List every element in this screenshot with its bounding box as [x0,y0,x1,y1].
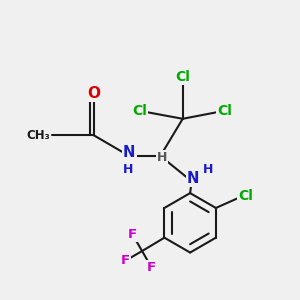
Text: F: F [128,228,137,241]
Text: F: F [147,261,156,274]
Text: Cl: Cl [238,189,253,203]
Text: H: H [157,151,167,164]
Text: Cl: Cl [175,70,190,84]
Text: N: N [123,146,135,160]
Text: Cl: Cl [132,104,147,118]
Text: CH₃: CH₃ [27,129,50,142]
Text: Cl: Cl [217,104,232,118]
Text: O: O [47,133,48,134]
Text: O: O [87,86,100,101]
Text: H: H [122,163,133,176]
Text: F: F [121,254,130,267]
Text: N: N [187,171,199,186]
Text: H: H [203,163,213,176]
